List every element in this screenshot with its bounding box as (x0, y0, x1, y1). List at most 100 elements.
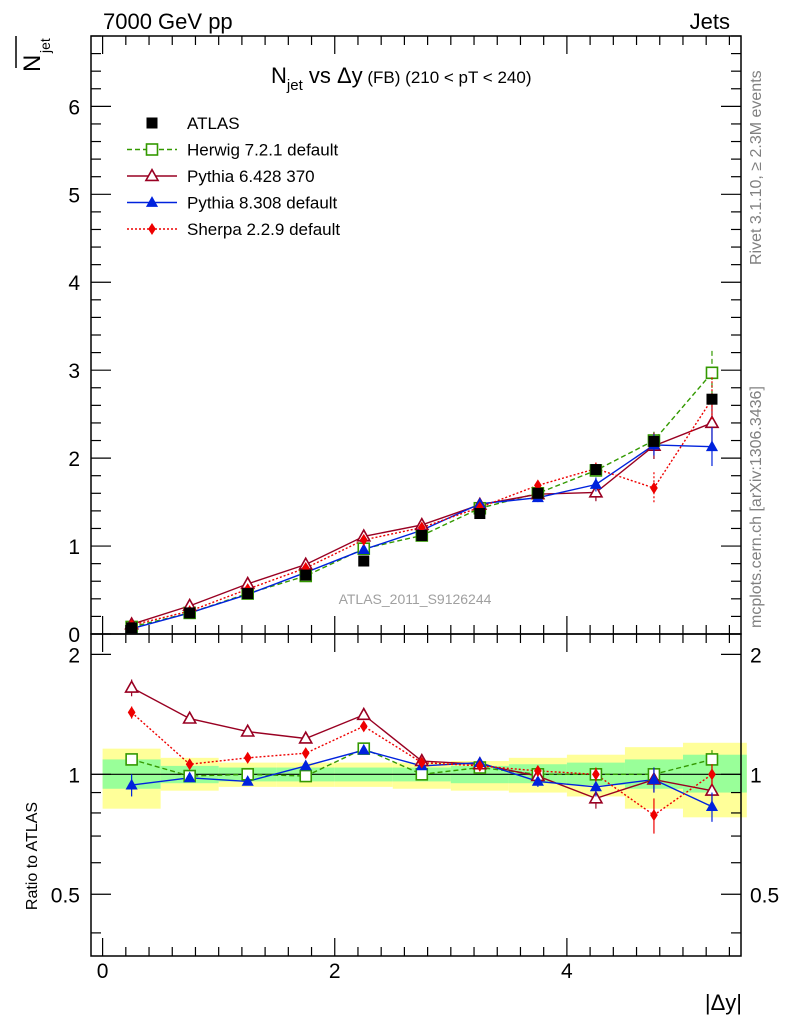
ratio-line-3 (131, 711, 713, 816)
ratio-y-tick-label-right: 1 (750, 764, 762, 787)
main-point (474, 508, 486, 520)
ratio-y-tick-label: 0.5 (51, 884, 80, 907)
main-point (589, 478, 602, 489)
rivet-note: Rivet 3.1.10, ≥ 2.3M events (748, 70, 765, 265)
main-line-4 (131, 398, 713, 626)
main-point (357, 543, 370, 554)
ratio-point (705, 800, 719, 811)
title-range: (210 < pT < 240) (405, 68, 531, 87)
ratio-point (298, 730, 314, 744)
title-mid: vs Δy (303, 63, 363, 88)
legend-entry: ATLAS (187, 114, 240, 133)
main-point (648, 435, 660, 447)
main-point (126, 622, 138, 634)
main-point (706, 393, 718, 405)
ratio-point (588, 790, 604, 804)
main-line-1 (131, 372, 713, 628)
legend-marker (145, 143, 159, 156)
main-point (417, 521, 426, 534)
ratio-y-tick-label: 2 (68, 644, 80, 667)
ratio-point (359, 720, 368, 733)
main-point (705, 440, 719, 452)
ratio-point (417, 756, 426, 769)
main-point (590, 464, 602, 476)
ratio-point (301, 747, 310, 760)
ratio-point (299, 759, 312, 771)
main-y-label: N jet (19, 38, 53, 72)
ratio-y-tick-label-right: 2 (750, 644, 762, 667)
ratio-point (705, 753, 719, 766)
energy-label: 7000 GeV pp (103, 9, 233, 34)
analysis-watermark: ATLAS_2011_S9126244 (339, 591, 492, 607)
ratio-y-tick-label: 1 (68, 764, 80, 787)
mcplots-note: mcplots.cern.ch [arXiv:1306.3436] (748, 386, 765, 628)
main-point (300, 569, 312, 581)
main-y-tick-label: 4 (68, 272, 80, 295)
main-y-tick-label: 1 (68, 536, 80, 559)
main-y-tick-label: 0 (68, 624, 80, 647)
main-point (358, 555, 370, 567)
main-point (650, 481, 658, 495)
main-y-tick-label: 3 (68, 360, 80, 383)
ratio-point (241, 775, 254, 786)
ratio-point (356, 706, 372, 721)
legend: ATLAS Herwig 7.2.1 default Pythia 6.428 37… (127, 114, 340, 239)
ratio-point (531, 775, 544, 786)
title-sub: jet (286, 77, 304, 94)
ratio-point (357, 743, 370, 755)
main-y-tick-label: 2 (68, 448, 80, 471)
ratio-point (475, 759, 484, 772)
ratio-point (299, 769, 313, 783)
legend-marker (145, 196, 159, 207)
svg-text:Njet vs Δy (FB) (210 < pT < 24: Njet vs Δy (FB) (210 < pT < 240) (271, 63, 532, 94)
title-fb: (FB) (363, 68, 406, 87)
main-point (184, 607, 196, 619)
ratio-point (243, 751, 252, 764)
ratio-point (125, 778, 138, 790)
legend-entry: Sherpa 2.2.9 default (187, 220, 340, 239)
ratio-point (592, 768, 600, 781)
ratio-point (240, 723, 256, 737)
x-tick-label: 4 (561, 960, 573, 983)
x-tick-label: 2 (329, 960, 341, 983)
legend-marker (146, 117, 158, 129)
x-axis-label: |Δy| (705, 990, 742, 1015)
ratio-point (650, 809, 658, 822)
ratio-point (415, 768, 429, 781)
ratio-point (185, 758, 194, 771)
ratio-point (127, 706, 136, 719)
main-y-tick-label: 5 (68, 184, 80, 207)
main-y-label-sub: jet (37, 38, 53, 54)
ratio-point (708, 768, 716, 781)
legend-marker (144, 168, 160, 182)
ratio-point (183, 771, 196, 783)
ratio-point (589, 780, 602, 792)
ratio-series-layer (124, 679, 720, 834)
ratio-point (124, 679, 140, 693)
legend-entry: Pythia 6.428 370 (187, 167, 315, 186)
legend-entry: Herwig 7.2.1 default (187, 141, 338, 160)
main-point (359, 533, 368, 546)
ratio-y-tick-label-right: 0.5 (750, 884, 779, 907)
main-y-label-n: N (19, 55, 46, 72)
ratio-point (125, 753, 138, 766)
main-series-layer (124, 350, 720, 634)
main-y-tick-label: 6 (68, 96, 80, 119)
main-point (416, 530, 428, 542)
legend-marker (148, 222, 156, 236)
plot-title: Njet vs Δy (FB) (210 < pT < 240) (271, 63, 532, 94)
x-tick-label: 0 (97, 960, 109, 983)
process-label: Jets (690, 9, 730, 34)
ratio-frame (90, 633, 742, 957)
main-point (705, 366, 719, 380)
ratio-point (534, 764, 542, 777)
ratio-point (647, 773, 660, 785)
main-point (532, 487, 544, 499)
title-n: N (271, 63, 287, 88)
main-point (242, 588, 254, 600)
ratio-point (182, 710, 198, 724)
ratio-y-label: Ratio to ATLAS (24, 802, 41, 910)
legend-entry: Pythia 8.308 default (187, 194, 338, 213)
